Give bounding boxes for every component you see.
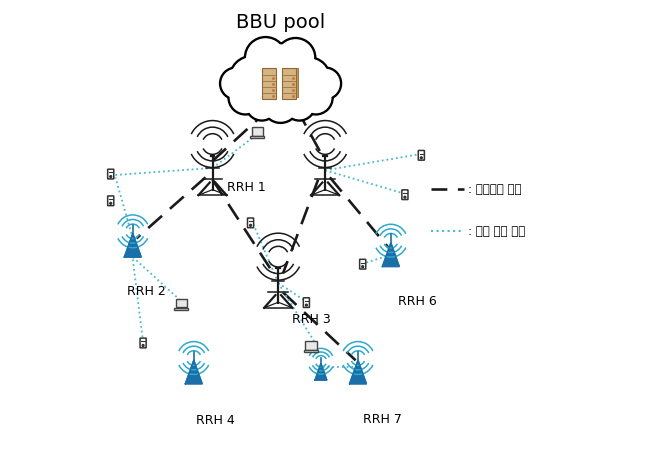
Circle shape <box>275 37 316 78</box>
Circle shape <box>283 88 316 121</box>
FancyBboxPatch shape <box>262 68 276 99</box>
Circle shape <box>309 67 341 100</box>
Circle shape <box>289 59 328 99</box>
Circle shape <box>142 345 144 346</box>
Text: RRH 2: RRH 2 <box>127 285 166 298</box>
Circle shape <box>287 57 331 101</box>
Circle shape <box>264 88 297 121</box>
Text: : 무선 접속 링크: : 무선 접속 링크 <box>468 225 525 238</box>
Circle shape <box>301 83 331 113</box>
Circle shape <box>404 196 406 198</box>
FancyBboxPatch shape <box>140 338 146 348</box>
FancyBboxPatch shape <box>250 136 265 138</box>
Circle shape <box>249 42 312 106</box>
Circle shape <box>219 67 252 100</box>
FancyBboxPatch shape <box>402 190 408 200</box>
Polygon shape <box>383 243 400 267</box>
FancyBboxPatch shape <box>248 218 253 228</box>
Circle shape <box>229 55 276 102</box>
FancyBboxPatch shape <box>107 196 114 206</box>
Polygon shape <box>350 360 366 384</box>
Circle shape <box>248 91 276 118</box>
Circle shape <box>222 69 250 98</box>
Circle shape <box>262 86 299 123</box>
Circle shape <box>110 176 111 177</box>
FancyBboxPatch shape <box>305 341 316 350</box>
Text: RRH 6: RRH 6 <box>398 295 437 308</box>
Circle shape <box>421 157 422 159</box>
Circle shape <box>231 83 261 113</box>
FancyBboxPatch shape <box>304 350 318 352</box>
Polygon shape <box>124 234 141 257</box>
Text: RRH 3: RRH 3 <box>292 313 331 327</box>
Polygon shape <box>185 360 202 384</box>
Circle shape <box>247 39 284 76</box>
Circle shape <box>305 304 307 306</box>
FancyBboxPatch shape <box>107 169 114 179</box>
Circle shape <box>246 88 278 121</box>
Circle shape <box>362 266 364 268</box>
Circle shape <box>311 69 339 98</box>
FancyBboxPatch shape <box>282 68 296 99</box>
FancyBboxPatch shape <box>360 259 365 269</box>
FancyBboxPatch shape <box>176 299 187 307</box>
Text: BBU pool: BBU pool <box>236 13 325 32</box>
FancyBboxPatch shape <box>252 127 263 135</box>
Circle shape <box>228 80 263 115</box>
Circle shape <box>231 58 274 100</box>
FancyBboxPatch shape <box>286 67 299 97</box>
Text: RRH 4: RRH 4 <box>196 414 235 427</box>
Circle shape <box>252 45 310 103</box>
FancyBboxPatch shape <box>303 298 309 307</box>
Circle shape <box>278 40 314 76</box>
Polygon shape <box>315 363 327 380</box>
FancyBboxPatch shape <box>174 308 189 310</box>
Text: RRH 1: RRH 1 <box>227 181 265 194</box>
Text: RRH 7: RRH 7 <box>363 413 402 426</box>
Circle shape <box>286 91 314 118</box>
Circle shape <box>250 224 252 226</box>
Circle shape <box>110 202 111 204</box>
Circle shape <box>244 37 287 79</box>
FancyBboxPatch shape <box>419 151 424 160</box>
Circle shape <box>299 80 333 115</box>
Text: : 프런트홀 링크: : 프런트홀 링크 <box>468 183 522 195</box>
